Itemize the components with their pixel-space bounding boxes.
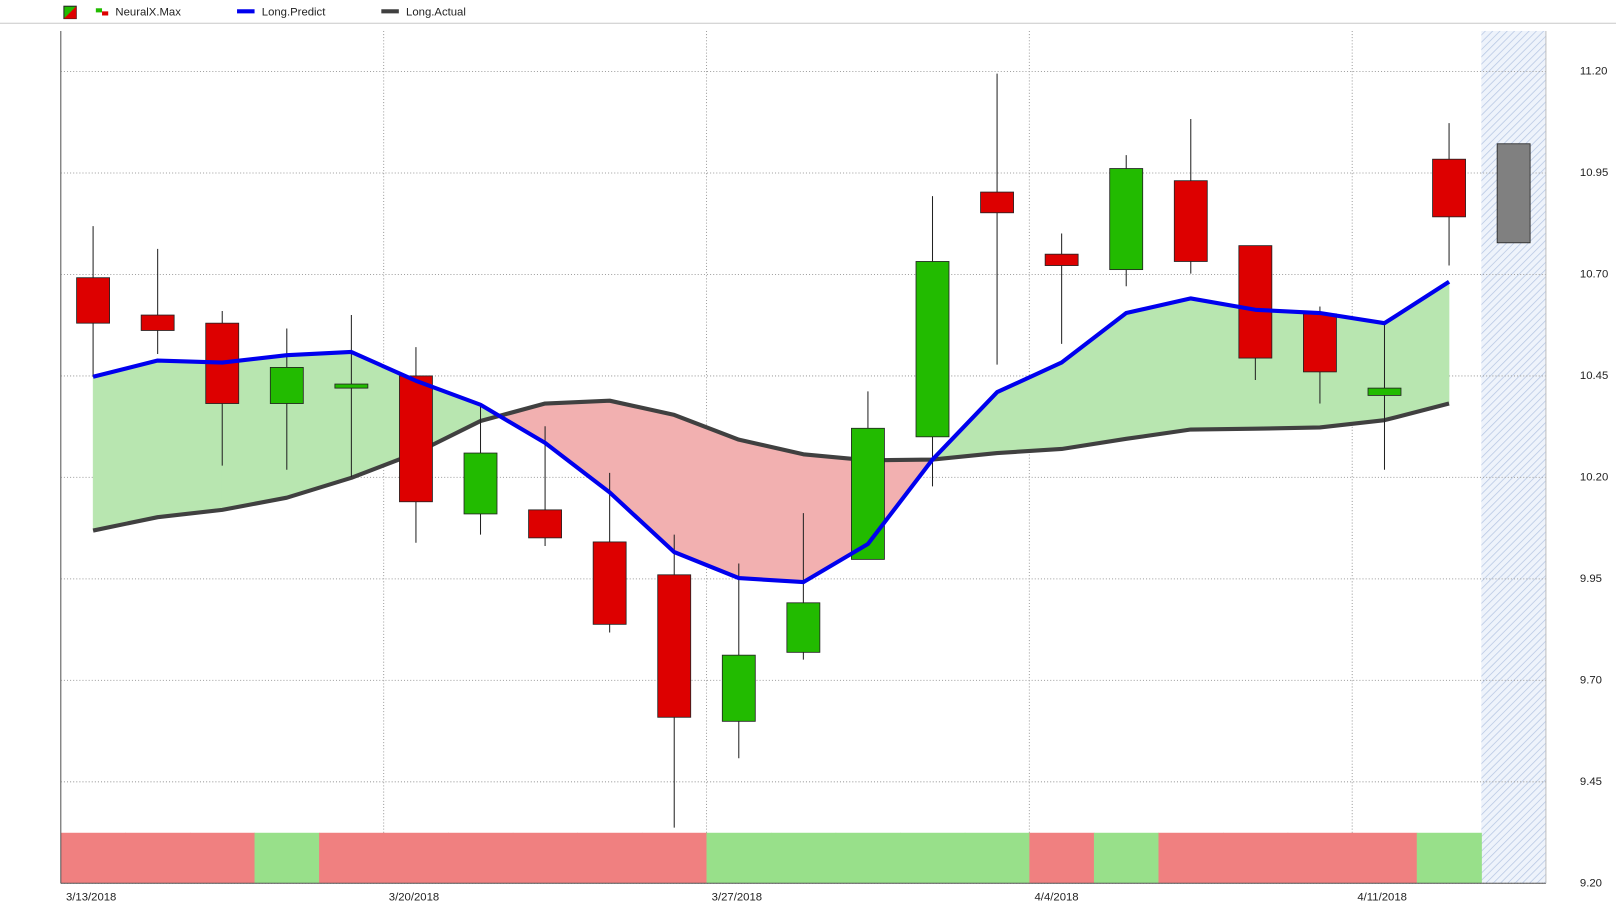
candle-body xyxy=(980,191,1014,214)
signal-band xyxy=(189,832,256,884)
x-tick-label: 3/20/2018 xyxy=(389,892,439,904)
signal-band xyxy=(125,832,191,884)
candle-body xyxy=(140,314,175,331)
signal-band xyxy=(1223,832,1289,884)
candle-body xyxy=(721,654,756,722)
y-tick-label: 9.70 xyxy=(1580,674,1602,686)
legend-toggle-icon xyxy=(63,6,77,19)
candle-body xyxy=(1432,158,1466,218)
line-series xyxy=(92,398,1450,533)
candle-body xyxy=(334,383,369,389)
y-tick-label: 10.45 xyxy=(1580,370,1608,382)
candle-body xyxy=(463,452,498,515)
candle-body xyxy=(1109,168,1144,271)
y-tick-label: 9.45 xyxy=(1580,776,1602,788)
candle-body xyxy=(786,602,821,653)
signal-band xyxy=(1416,832,1482,884)
candle-body xyxy=(851,427,885,560)
legend-icon xyxy=(95,8,103,13)
signal-band xyxy=(1158,832,1224,884)
candle-body xyxy=(269,366,304,404)
legend-icon xyxy=(102,11,109,16)
legend: NeuralX.Max Long.Predict Long.Actual xyxy=(95,6,466,18)
signal-band xyxy=(254,832,320,884)
signal-band xyxy=(512,832,578,884)
legend-toggle[interactable] xyxy=(63,5,77,20)
y-tick-label: 11.20 xyxy=(1580,66,1608,78)
candle-body xyxy=(1044,253,1079,266)
y-tick-label: 9.95 xyxy=(1580,573,1602,585)
signal-band xyxy=(448,832,514,884)
y-tick-label: 9.20 xyxy=(1580,877,1602,889)
candle-body xyxy=(1303,313,1337,373)
signal-band xyxy=(900,832,966,884)
line-series xyxy=(92,280,1451,585)
signal-band xyxy=(1093,832,1160,884)
x-tick-label: 4/11/2018 xyxy=(1357,892,1407,904)
fill-area xyxy=(738,439,804,583)
signal-band xyxy=(577,832,643,884)
candle-body xyxy=(915,261,950,438)
signal-band xyxy=(319,832,385,884)
y-tick-label: 10.70 xyxy=(1580,268,1608,280)
x-tick-label: 3/27/2018 xyxy=(712,892,762,904)
signal-band xyxy=(1287,832,1353,884)
fill-area xyxy=(673,414,740,579)
legend-label: NeuralX.Max xyxy=(115,6,181,18)
candle-body xyxy=(1496,143,1531,244)
signal-band xyxy=(383,832,449,884)
signal-band xyxy=(771,832,837,884)
candle-body xyxy=(528,509,562,539)
signal-band xyxy=(964,832,1030,884)
signal-band xyxy=(1352,832,1418,884)
y-tick-label: 10.20 xyxy=(1580,471,1608,483)
y-tick-label: 10.95 xyxy=(1580,167,1608,179)
x-tick-label: 4/4/2018 xyxy=(1035,892,1079,904)
signal-band xyxy=(641,832,708,884)
candle-body xyxy=(657,574,692,718)
x-tick-label: 3/13/2018 xyxy=(66,892,116,904)
fill-area xyxy=(1125,298,1192,440)
signal-band xyxy=(835,832,901,884)
candle-body xyxy=(1367,387,1402,396)
signal-band xyxy=(1029,832,1095,884)
candle-body xyxy=(399,375,433,503)
signal-band xyxy=(60,832,126,884)
candle-body xyxy=(1238,245,1273,359)
candle-body xyxy=(1173,180,1208,262)
candle-body xyxy=(592,541,627,625)
legend-label: Long.Actual xyxy=(406,6,466,18)
legend-label: Long.Predict xyxy=(262,6,326,18)
fill-area xyxy=(92,360,158,531)
candle-body xyxy=(76,277,110,324)
signal-band xyxy=(706,832,772,884)
